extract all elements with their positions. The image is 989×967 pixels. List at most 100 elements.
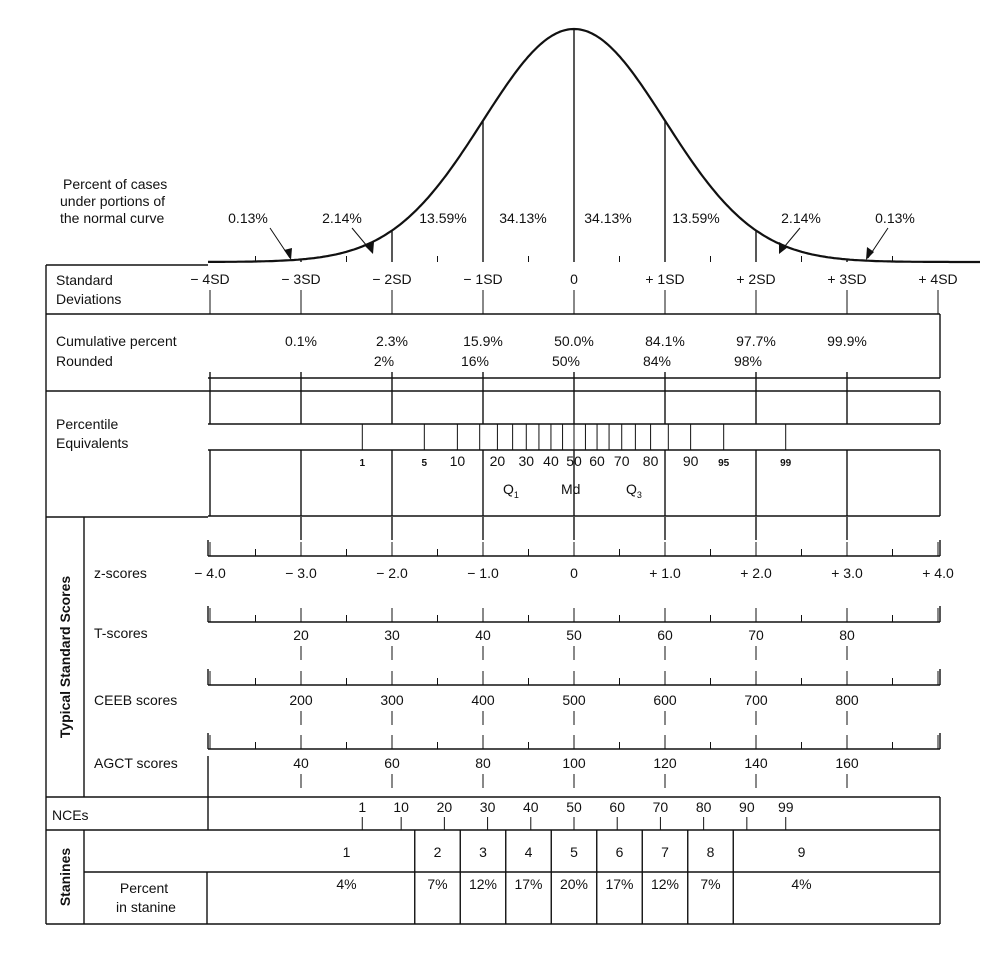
nce-value: 10 xyxy=(393,799,409,815)
sd-label-line-1: Standard xyxy=(56,272,113,288)
score-value: 120 xyxy=(653,755,677,771)
score-value: 50 xyxy=(566,627,582,643)
score-value: + 4.0 xyxy=(922,565,954,581)
score-rows: − 4.0 − 3.0 − 2.0 − 1.0 0 + 1.0 + 2.0 + 3.0 + 4.… xyxy=(194,517,954,797)
sd-tick-label: + 1SD xyxy=(645,271,684,287)
nce-value: 90 xyxy=(739,799,755,815)
score-value: 80 xyxy=(475,755,491,771)
nce-value: 30 xyxy=(480,799,496,815)
stanine-number: 7 xyxy=(661,844,669,860)
cumulative-value: 50.0% xyxy=(554,333,594,349)
score-value: 800 xyxy=(835,692,859,708)
score-value: 40 xyxy=(293,755,309,771)
t-scores-label: T-scores xyxy=(94,625,148,641)
agct-scores-label: AGCT scores xyxy=(94,755,178,771)
cumulative-rounded-value: 98% xyxy=(734,353,762,369)
curve-percent-label: 34.13% xyxy=(499,210,546,226)
cumulative-value: 15.9% xyxy=(463,333,503,349)
stanine-percent: 4% xyxy=(336,876,356,892)
nce-label: NCEs xyxy=(52,807,89,823)
arrow-left-outer-head xyxy=(284,248,292,260)
nce-value: 80 xyxy=(696,799,712,815)
score-value: 700 xyxy=(744,692,768,708)
curve-percent-label: 0.13% xyxy=(228,210,268,226)
sd-label: Standard Deviations xyxy=(56,272,121,307)
normal-curve xyxy=(208,27,980,264)
tail-arrows xyxy=(269,227,889,260)
cumulative-label-line-2: Rounded xyxy=(56,353,113,369)
score-value: 160 xyxy=(835,755,859,771)
percent-in-stanine-line-2: in stanine xyxy=(116,899,176,915)
quartile-labels: Q1 Md Q3 xyxy=(503,481,642,500)
curve-percents: 0.13% 2.14% 13.59% 34.13% 34.13% 13.59% 2.14% 0… xyxy=(228,210,915,226)
q1-label: Q1 xyxy=(503,481,519,500)
score-value: 600 xyxy=(653,692,677,708)
stanine-percent: 7% xyxy=(427,876,447,892)
percentile-tick-label: 30 xyxy=(518,453,534,469)
cumulative-rounded-value: 2% xyxy=(374,353,394,369)
typical-scores-side-label: Typical Standard Scores xyxy=(57,576,73,739)
score-value: 20 xyxy=(293,627,309,643)
stanine-number: 8 xyxy=(707,844,715,860)
cumulative-values: 0.1% 2.3% 15.9% 50.0% 84.1% 97.7% 99.9% 2% 16% 50… xyxy=(285,333,867,369)
sd-tick-label: + 2SD xyxy=(736,271,775,287)
percentile-tick-label: 20 xyxy=(490,453,506,469)
percentile-tick-label: 80 xyxy=(643,453,659,469)
stanine-percent: 4% xyxy=(791,876,811,892)
percentile-label-line-1: Percentile xyxy=(56,416,118,432)
percentile-label: Percentile Equivalents xyxy=(56,416,128,451)
score-value: 60 xyxy=(384,755,400,771)
curve-percent-label: 2.14% xyxy=(781,210,821,226)
stanines-side-label: Stanines xyxy=(57,848,73,907)
q3-label: Q3 xyxy=(626,481,642,500)
md-label: Md xyxy=(561,481,580,497)
score-value: 40 xyxy=(475,627,491,643)
score-value: 0 xyxy=(570,565,578,581)
cumulative-rounded-value: 84% xyxy=(643,353,671,369)
percent-in-stanine-line-1: Percent xyxy=(120,880,168,896)
sd-tick-label: − 1SD xyxy=(463,271,502,287)
cumulative-rounded-value: 16% xyxy=(461,353,489,369)
percentile-tick-label: 5 xyxy=(422,458,428,469)
curve-caption-line-2: under portions of xyxy=(60,193,165,209)
stanine-percent: 17% xyxy=(514,876,542,892)
nce-value: 40 xyxy=(523,799,539,815)
arrow-right-outer-head xyxy=(866,247,874,260)
curve-sd-lines xyxy=(300,29,848,262)
curve-percent-label: 13.59% xyxy=(672,210,719,226)
sd-label-line-2: Deviations xyxy=(56,291,121,307)
sd-tick-label: + 3SD xyxy=(827,271,866,287)
cumulative-rounded-value: 50% xyxy=(552,353,580,369)
cumulative-value: 2.3% xyxy=(376,333,408,349)
arrow-right-inner-head xyxy=(779,242,788,254)
percent-in-stanine-label: Percent in stanine xyxy=(116,880,176,915)
curve-percent-label: 2.14% xyxy=(322,210,362,226)
cumulative-value: 97.7% xyxy=(736,333,776,349)
score-value: + 1.0 xyxy=(649,565,681,581)
sd-tick-label: − 3SD xyxy=(281,271,320,287)
score-value: + 2.0 xyxy=(740,565,772,581)
cumulative-lines xyxy=(209,372,848,424)
stanine-number: 5 xyxy=(570,844,578,860)
stanine-percent: 17% xyxy=(605,876,633,892)
curve-caption: Percent of cases under portions of the n… xyxy=(60,176,171,226)
nce-value: 50 xyxy=(566,799,582,815)
percentile-ticks: 1 5 10 20 30 40 50 60 70 80 90 95 99 xyxy=(360,424,792,469)
percentile-sd-lines xyxy=(209,450,848,516)
stanine-number: 6 xyxy=(616,844,624,860)
ceeb-scores-label: CEEB scores xyxy=(94,692,177,708)
percentile-tick-label: 1 xyxy=(360,458,366,469)
score-value: 30 xyxy=(384,627,400,643)
score-value: − 4.0 xyxy=(194,565,226,581)
nce-value: 60 xyxy=(609,799,625,815)
percentile-tick-label: 99 xyxy=(780,458,792,469)
score-value: 70 xyxy=(748,627,764,643)
nce-value: 70 xyxy=(653,799,669,815)
score-value: 400 xyxy=(471,692,495,708)
percentile-tick-label: 70 xyxy=(614,453,630,469)
percentile-tick-label: 10 xyxy=(450,453,466,469)
percentile-label-line-2: Equivalents xyxy=(56,435,128,451)
nce-value: 20 xyxy=(437,799,453,815)
table-frame xyxy=(45,264,941,925)
stanine-row: 1 2 3 4 5 6 7 8 9 4% 7% 12% 17% 20% 17% 12% 7% 4% xyxy=(336,830,812,924)
